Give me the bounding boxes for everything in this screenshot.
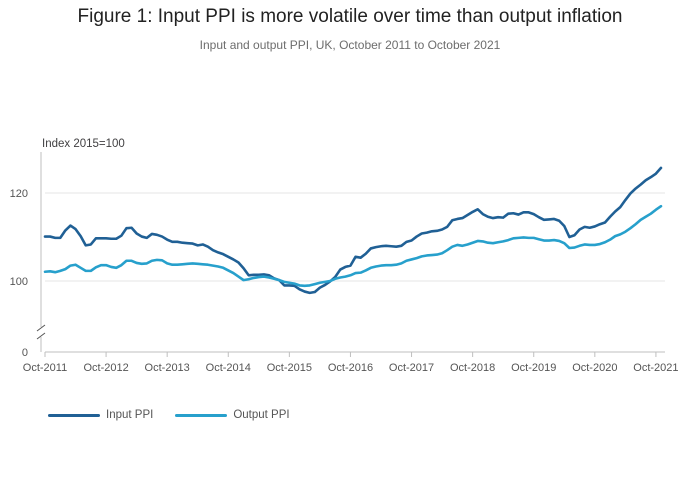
series-line-input-ppi bbox=[43, 166, 663, 295]
axis-break-mark-bottom bbox=[36, 332, 46, 340]
x-tick-label-Oct-2017: Oct-2017 bbox=[389, 362, 434, 374]
axes: Index 2015=100 0 100 120 Oct-2011 Oct-2012 Oct… bbox=[10, 138, 679, 374]
x-tick-label-Oct-2011: Oct-2011 bbox=[23, 362, 67, 374]
x-tick-label-Oct-2018: Oct-2018 bbox=[450, 362, 495, 374]
grid-lines bbox=[45, 192, 665, 282]
series-line-output-ppi bbox=[43, 204, 663, 288]
legend: Input PPI Output PPI bbox=[48, 409, 290, 421]
legend-swatch-input-ppi bbox=[48, 413, 100, 417]
y-tick-label-120: 120 bbox=[10, 188, 28, 200]
x-tick-label-Oct-2014: Oct-2014 bbox=[206, 362, 251, 374]
legend-label-output-ppi: Output PPI bbox=[233, 409, 290, 421]
chart-subtitle: Input and output PPI, UK, October 2011 t… bbox=[199, 38, 501, 52]
x-tick-label-Oct-2015: Oct-2015 bbox=[267, 362, 312, 374]
x-tick-label-Oct-2016: Oct-2016 bbox=[328, 362, 373, 374]
series-group bbox=[43, 166, 663, 295]
legend-item-input-ppi[interactable]: Input PPI bbox=[48, 409, 153, 421]
x-tick-label-Oct-2013: Oct-2013 bbox=[145, 362, 190, 374]
x-tick-label-Oct-2020: Oct-2020 bbox=[572, 362, 617, 374]
chart-title: Figure 1: Input PPI is more volatile ove… bbox=[77, 6, 623, 27]
x-tick-label-Oct-2019: Oct-2019 bbox=[511, 362, 556, 374]
legend-label-input-ppi: Input PPI bbox=[106, 409, 154, 421]
legend-item-output-ppi[interactable]: Output PPI bbox=[175, 409, 290, 421]
y-axis-title: Index 2015=100 bbox=[42, 138, 125, 150]
x-tick-label-Oct-2012: Oct-2012 bbox=[83, 362, 128, 374]
axis-break-mark-top bbox=[36, 324, 46, 332]
y-tick-label-0: 0 bbox=[22, 347, 28, 359]
y-tick-label-100: 100 bbox=[10, 276, 28, 288]
legend-swatch-output-ppi bbox=[175, 413, 228, 417]
x-tick-label-Oct-2021: Oct-2021 bbox=[633, 362, 678, 374]
